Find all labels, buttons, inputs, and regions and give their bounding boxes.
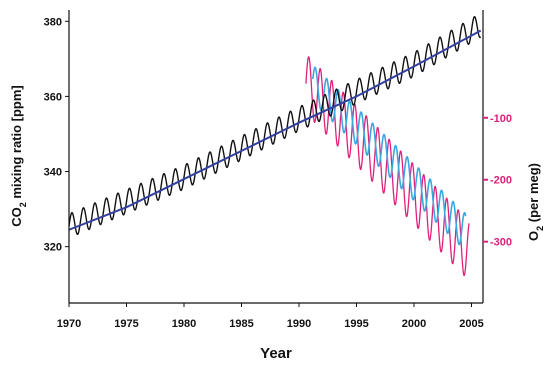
y-right-title-sub: 2 xyxy=(535,226,545,231)
o2-trend-line xyxy=(312,66,467,246)
y-left-tick-label: 380 xyxy=(44,16,62,28)
y-left-tick-label: 320 xyxy=(44,242,62,254)
x-tick-label: 1975 xyxy=(114,318,138,330)
x-tick-label: 2005 xyxy=(459,318,483,330)
co2-monthly-line xyxy=(68,15,482,236)
x-tick-label: 1995 xyxy=(344,318,368,330)
y-left-title-sub: 2 xyxy=(18,202,28,207)
x-tick-label: 1985 xyxy=(229,318,253,330)
o2-monthly-line xyxy=(305,56,470,277)
y-right-tick-label: -100 xyxy=(490,113,512,125)
x-tick-label: 1990 xyxy=(287,318,311,330)
x-tick-label: 1970 xyxy=(57,318,81,330)
y-left-tick-label: 340 xyxy=(44,167,62,179)
x-axis-title: Year xyxy=(260,345,292,362)
y-axis-left-ticks: 320 340 360 380 xyxy=(44,16,69,254)
y-right-title-rest: (per meg) xyxy=(526,163,541,226)
y-axis-right-title: O2 (per meg) xyxy=(526,163,545,241)
y-axis-right-ticks: -100 -200 -300 xyxy=(483,113,512,249)
y-left-title-rest: mixing ratio [ppm] xyxy=(9,85,24,202)
y-right-tick-label: -200 xyxy=(490,175,512,187)
y-axis-left-title: CO2 mixing ratio [ppm] xyxy=(9,85,28,227)
co2-trend-line xyxy=(68,29,482,231)
y-left-tick-label: 360 xyxy=(44,91,62,103)
x-tick-label: 1980 xyxy=(172,318,196,330)
plot-frame xyxy=(68,10,484,304)
series-group xyxy=(68,15,482,277)
y-right-title-main: O xyxy=(526,231,541,241)
y-left-title-main: CO xyxy=(9,207,24,227)
x-tick-label: 2000 xyxy=(402,318,426,330)
x-axis-ticks: 1970 1975 1980 1985 1990 1995 2000 2005 xyxy=(57,303,484,330)
y-right-tick-label: -300 xyxy=(490,237,512,249)
